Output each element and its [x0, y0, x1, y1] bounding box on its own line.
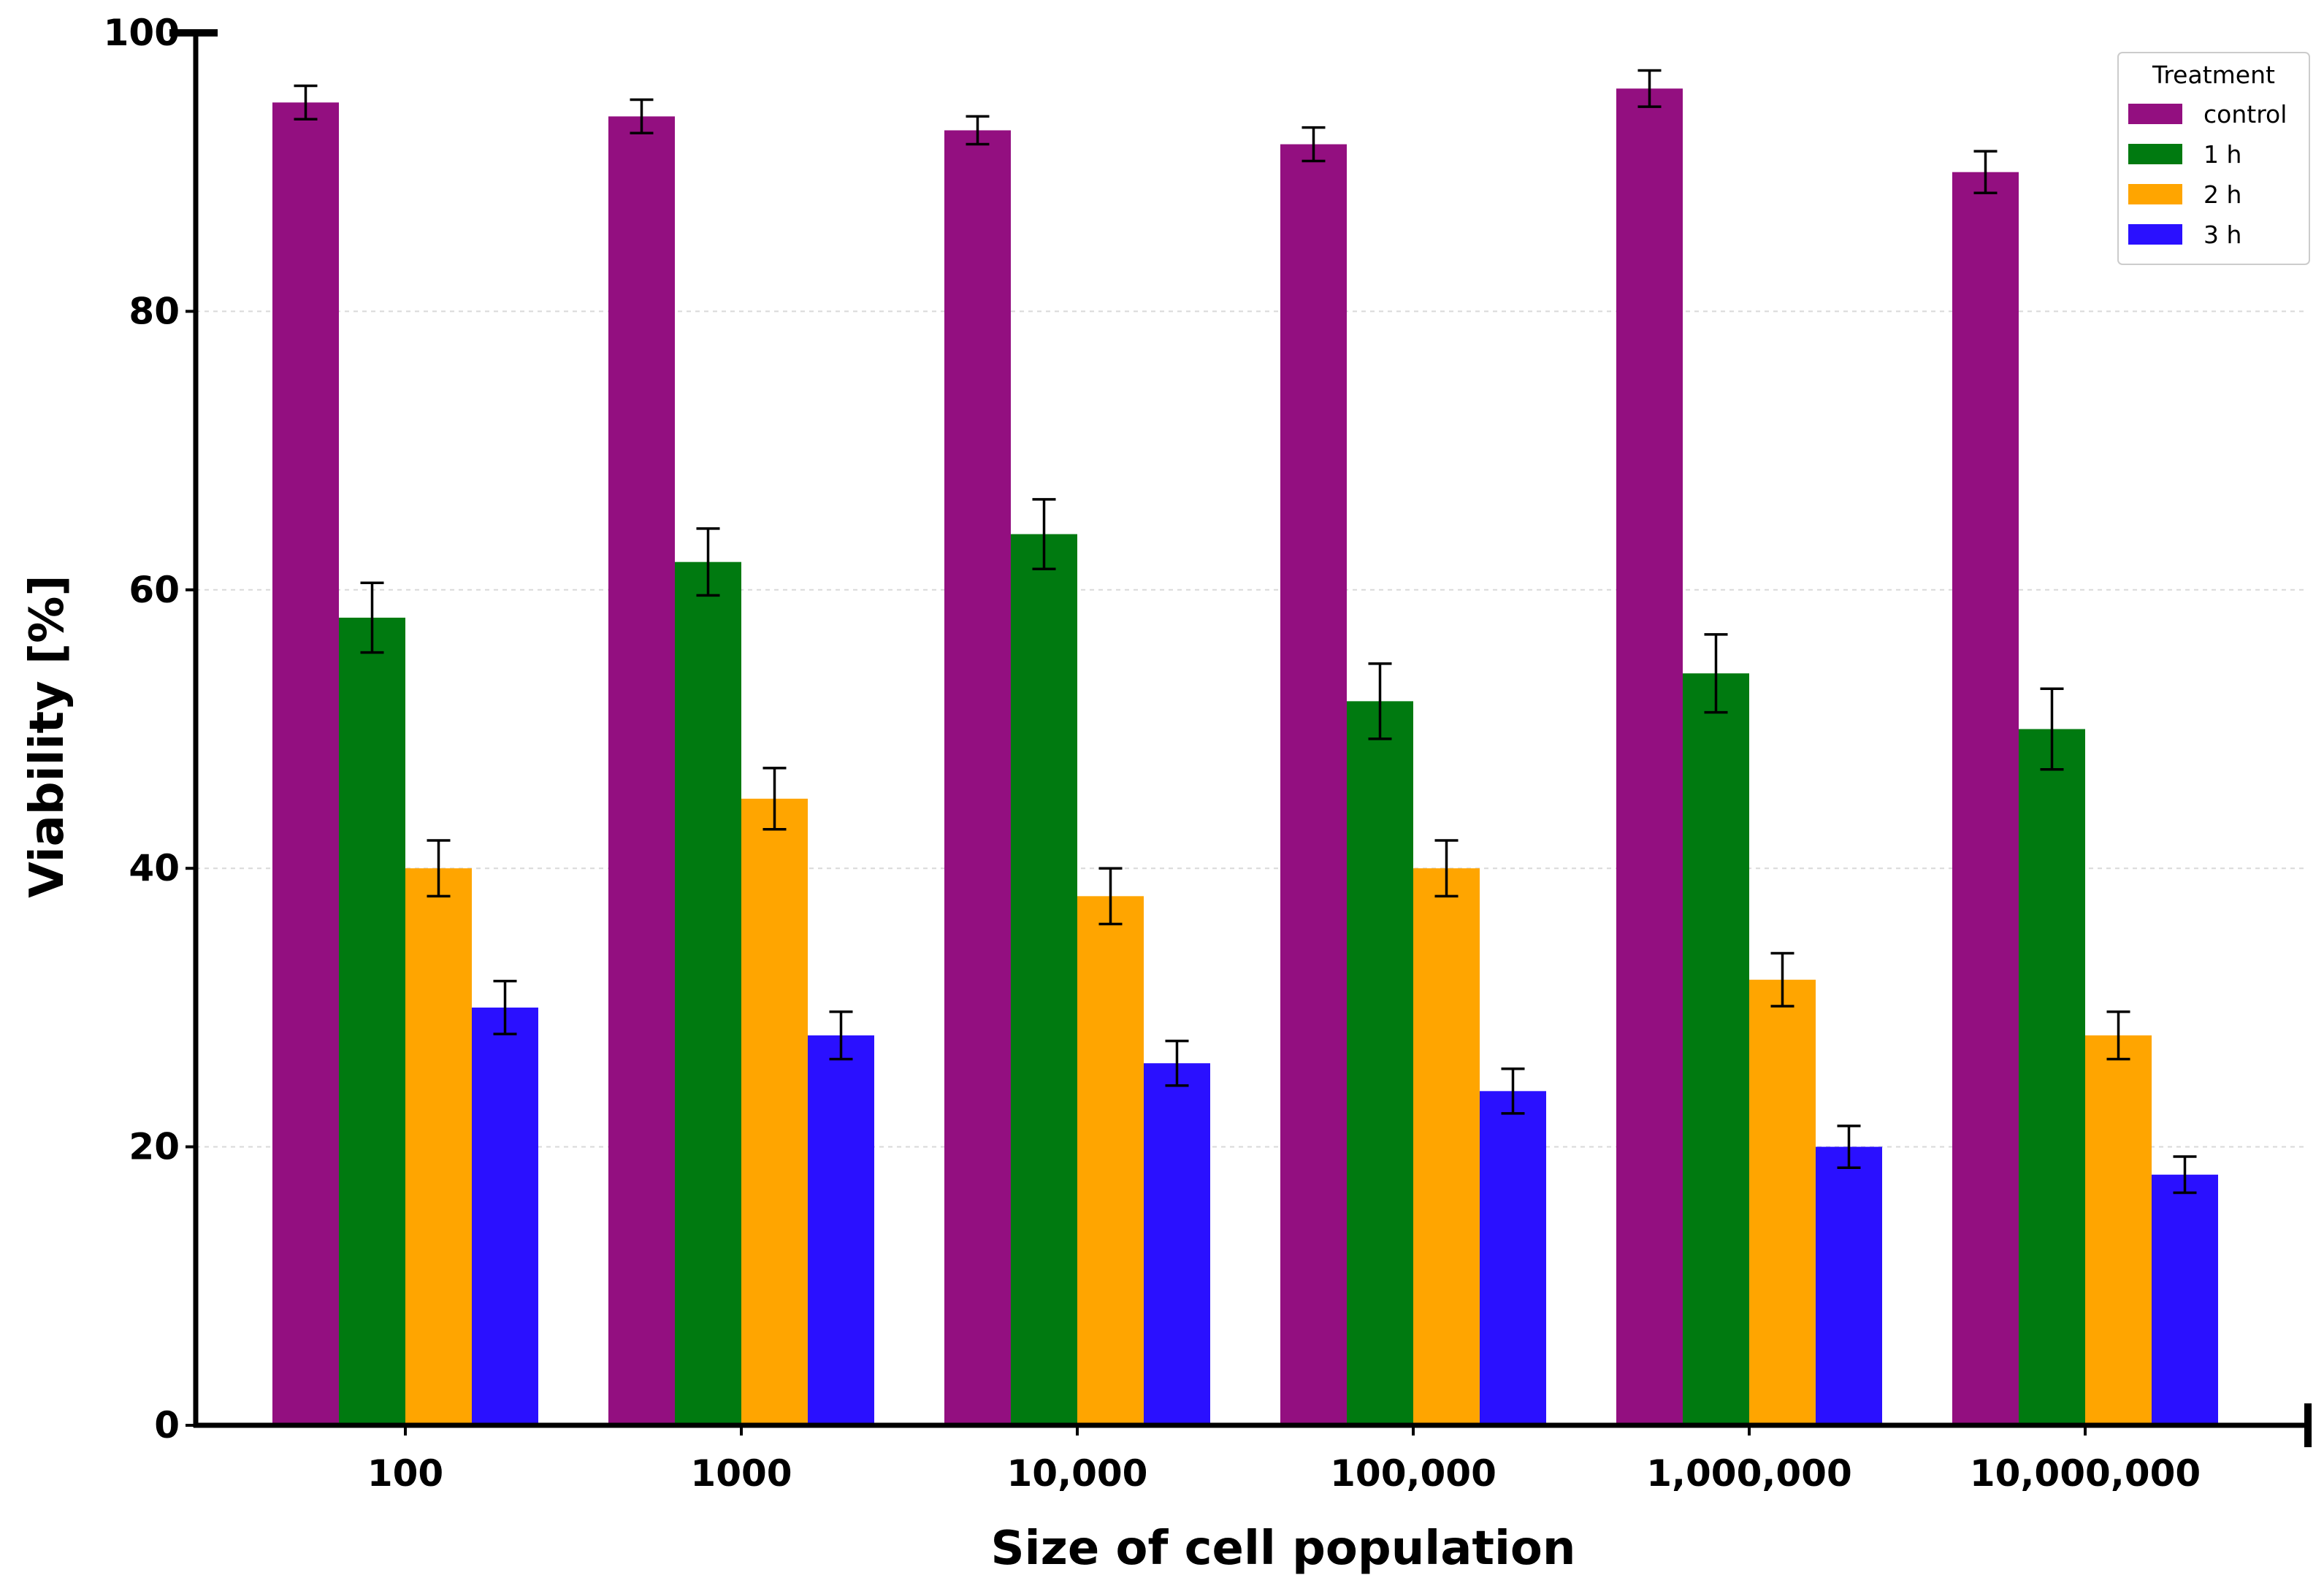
bar-3h-0: [472, 1007, 538, 1425]
bar-3h-3: [1480, 1091, 1546, 1425]
legend-item-2h: 2 h: [2128, 180, 2241, 209]
bar-1h-3: [1347, 701, 1413, 1425]
bar-control-4: [1616, 88, 1683, 1425]
legend-title: Treatment: [2152, 61, 2275, 89]
errorbar-2h-3: [1434, 839, 1459, 898]
axes: [169, 29, 2312, 1447]
legend-swatch: [2128, 184, 2182, 204]
errorbar-3h-4: [1837, 1124, 1861, 1169]
bars: [272, 88, 2218, 1426]
legend-item-3h: 3 h: [2128, 221, 2241, 249]
errorbar-3h-1: [829, 1010, 853, 1061]
legend-label: 2 h: [2203, 180, 2241, 209]
errorbar-control-4: [1637, 69, 1662, 108]
legend-item-control: control: [2128, 100, 2287, 129]
bar-control-2: [944, 130, 1011, 1426]
y-axis-title: Viability [%]: [20, 575, 74, 897]
legend-label: 3 h: [2203, 221, 2241, 249]
errorbar-1h-1: [696, 527, 720, 597]
errorbar-3h-0: [493, 979, 517, 1035]
errorbar-control-5: [1973, 150, 1998, 195]
errorbar-2h-5: [2106, 1010, 2130, 1061]
bar-3h-4: [1816, 1146, 1882, 1425]
y-tick-label-40: 40: [129, 847, 180, 889]
bar-control-1: [608, 116, 675, 1425]
legend-swatch: [2128, 224, 2182, 245]
bar-1h-1: [675, 561, 741, 1426]
errorbar-control-3: [1301, 126, 1326, 163]
error-bars: [294, 69, 2197, 1195]
bar-1h-2: [1011, 534, 1077, 1425]
bar-control-0: [272, 102, 339, 1426]
errorbar-3h-5: [2173, 1155, 2197, 1195]
bar-2h-0: [405, 868, 472, 1425]
x-tick-label-5: 10,000,000: [1970, 1452, 2201, 1495]
x-tick-label-4: 1,000,000: [1646, 1452, 1852, 1495]
errorbar-1h-3: [1368, 662, 1392, 740]
bar-3h-1: [808, 1035, 874, 1425]
errorbar-2h-4: [1770, 951, 1794, 1008]
x-tick-label-0: 100: [367, 1452, 443, 1495]
x-tick-label-2: 10,000: [1007, 1452, 1148, 1495]
y-tick-label-80: 80: [129, 290, 180, 332]
bar-2h-4: [1749, 979, 1816, 1425]
legend-swatch: [2128, 104, 2182, 124]
errorbar-3h-2: [1165, 1039, 1189, 1087]
errorbar-2h-2: [1098, 867, 1123, 926]
grid-lines: [196, 310, 2308, 1148]
x-axis-title: Size of cell population: [991, 1522, 1576, 1576]
errorbar-2h-0: [427, 839, 451, 898]
errorbar-control-1: [630, 98, 654, 135]
legend-items: control 1 h 2 h 3 h: [2128, 100, 2287, 249]
legend-item-1h: 1 h: [2128, 140, 2241, 169]
y-tick-label-100: 100: [104, 12, 180, 54]
errorbar-1h-5: [2040, 687, 2064, 771]
errorbar-2h-1: [762, 767, 787, 831]
x-tick-label-1: 1000: [690, 1452, 792, 1495]
tick-labels: 100 1000 10,000 100,000 1,000,000 10,000,000 0…: [104, 12, 2201, 1495]
errorbar-control-2: [966, 115, 990, 146]
bar-2h-3: [1413, 868, 1480, 1425]
bar-control-3: [1280, 144, 1347, 1425]
bar-1h-0: [339, 617, 405, 1426]
legend-swatch: [2128, 144, 2182, 164]
y-tick-label-60: 60: [129, 569, 180, 611]
bar-1h-4: [1683, 673, 1749, 1425]
bar-3h-2: [1144, 1063, 1210, 1425]
y-tick-label-0: 0: [154, 1404, 180, 1446]
bar-control-5: [1952, 172, 2019, 1426]
y-tick-label-20: 20: [129, 1126, 180, 1168]
errorbar-1h-4: [1704, 633, 1728, 714]
bar-2h-1: [741, 798, 808, 1425]
legend-label: 1 h: [2203, 140, 2241, 169]
errorbar-control-0: [294, 84, 318, 120]
errorbar-1h-0: [360, 581, 384, 654]
bar-3h-5: [2152, 1174, 2218, 1425]
x-tick-label-3: 100,000: [1330, 1452, 1497, 1495]
bar-1h-5: [2019, 729, 2085, 1425]
errorbar-3h-3: [1501, 1068, 1525, 1115]
legend: Treatment control 1 h 2 h 3 h: [2117, 52, 2310, 265]
bar-2h-5: [2085, 1035, 2152, 1425]
bar-2h-2: [1077, 896, 1144, 1425]
errorbar-1h-2: [1032, 498, 1056, 570]
legend-label: control: [2203, 100, 2287, 129]
